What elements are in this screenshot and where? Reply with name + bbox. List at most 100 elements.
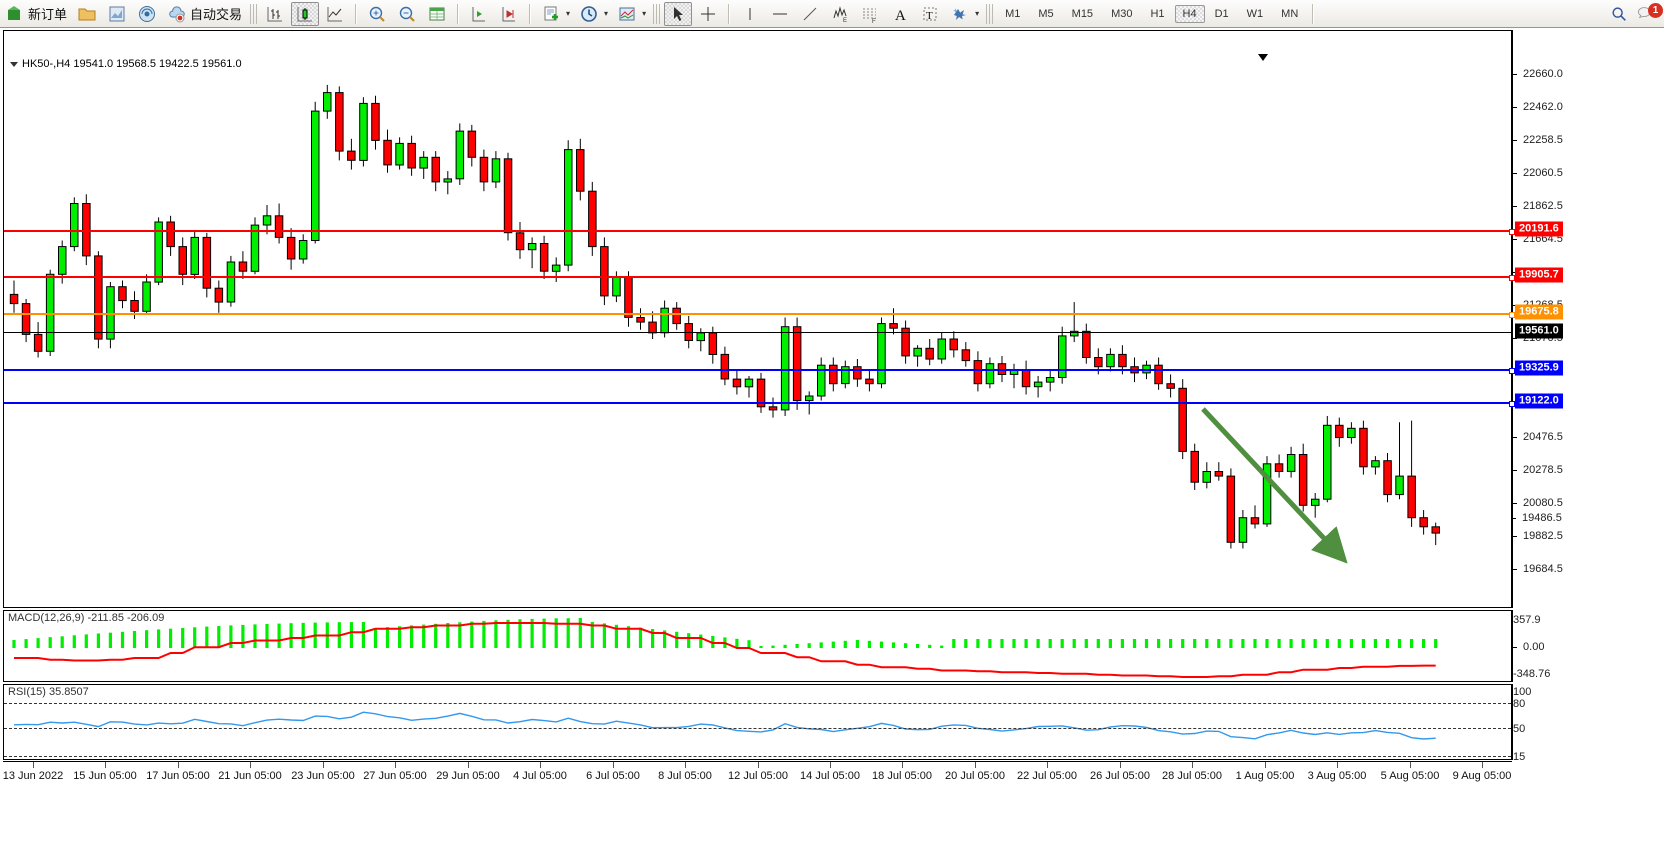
time-tick [1192,762,1193,768]
trendline-icon [803,7,817,20]
crosshair-button[interactable] [694,2,722,26]
chart-cursor-marker-icon [1258,54,1268,61]
timeframe-m30[interactable]: M30 [1111,7,1133,20]
level-line-19905[interactable] [4,275,1515,281]
timeframe-h1[interactable]: H1 [1150,7,1165,20]
shift-start-button[interactable] [465,2,493,26]
price-chip-resistance-1[interactable]: 20191.6 [1515,221,1563,237]
horizontal-line-icon [773,13,788,14]
level-handle[interactable] [1509,229,1515,235]
rsi-pane[interactable]: RSI(15) 35.8507 [3,684,1512,760]
bar-chart-button[interactable] [261,2,289,26]
rsi-level-15 [4,756,1511,757]
zoom-out-button[interactable] [393,2,421,26]
add-indicator-button[interactable] [537,2,565,26]
timeframe-m15[interactable]: M15 [1071,7,1094,20]
toolbar-grip-2[interactable] [653,3,661,24]
timeframe-m1[interactable]: M1 [1005,7,1021,20]
time-axis[interactable]: 13 Jun 2022 15 Jun 05:00 17 Jun 05:00 21 Ju… [3,761,1512,846]
level-line-19675[interactable] [4,312,1515,318]
toolbar-grip-3[interactable] [986,3,994,24]
price-chip-resistance-2[interactable]: 19905.7 [1515,267,1563,283]
time-label: 20 Jul 05:00 [945,770,1005,782]
line-chart-button[interactable] [321,2,349,26]
shapes-dropdown-arrow[interactable]: ▾ [975,9,980,18]
level-handle[interactable] [1509,275,1515,281]
text-button[interactable]: A [886,2,914,26]
price-chip-support-2[interactable]: 19122.0 [1515,393,1563,409]
level-line-19561[interactable] [4,332,1511,333]
fibonacci-button[interactable]: F [856,2,884,26]
period-dropdown-arrow[interactable]: ▾ [604,9,609,18]
time-label: 3 Aug 05:00 [1307,770,1367,782]
chart-area[interactable]: HK50-,H4 19541.0 19568.5 19422.5 19561.0… [0,28,1664,846]
symbol-ohlc-text: HK50-,H4 19541.0 19568.5 19422.5 19561.0 [22,58,242,70]
shapes-button[interactable] [946,2,974,26]
time-label: 15 Jun 05:00 [73,770,137,782]
autotrade-button[interactable]: 自动交易 [163,2,246,26]
timeframe-h4[interactable]: H4 [1174,4,1205,23]
horizontal-line-button[interactable] [766,2,794,26]
price-chip-support-1[interactable]: 19325.9 [1515,360,1563,376]
add-indicator-dropdown-arrow[interactable]: ▾ [566,9,571,18]
axis-tick: 22462.0 [1513,101,1563,113]
timeframe-w1[interactable]: W1 [1246,7,1264,20]
price-chip-pivot[interactable]: 19675.8 [1515,304,1563,320]
axis-tick: 20476.5 [1513,431,1563,443]
cursor-button[interactable] [664,1,693,26]
add-indicator-icon [544,6,559,20]
notification-button[interactable]: 1 [1636,3,1663,24]
level-line-19325[interactable] [4,368,1515,374]
axis-tick: 22060.5 [1513,167,1563,179]
vertical-line-icon [749,7,751,20]
main-toolbar: 新订单 自动交易 [0,0,1664,28]
new-order-button[interactable]: 新订单 [1,2,71,26]
price-pane[interactable] [3,30,1515,608]
new-order-icon [8,5,20,20]
label-button[interactable]: T [916,2,944,26]
time-tick [1410,762,1411,768]
templates-button[interactable] [613,2,641,26]
shift-end-button[interactable] [495,2,523,26]
toolbar-grip-1[interactable] [250,3,258,24]
timeframe-m5[interactable]: M5 [1038,7,1054,20]
signals-button[interactable] [133,2,161,26]
search-icon[interactable] [1610,5,1628,23]
time-label: 4 Jul 05:00 [513,770,567,782]
time-tick [830,762,831,768]
time-label: 18 Jul 05:00 [872,770,932,782]
template-button[interactable] [103,2,131,26]
zoom-in-button[interactable] [363,2,391,26]
price-axis[interactable]: 22660.0 22462.0 22258.5 22060.5 21862.5 … [1512,30,1664,608]
time-label: 9 Aug 05:00 [1452,770,1512,782]
time-tick [1120,762,1121,768]
level-handle[interactable] [1509,312,1515,318]
trendline-button[interactable] [796,2,824,26]
timeframe-d1[interactable]: D1 [1214,7,1229,20]
time-label: 27 Jun 05:00 [363,770,427,782]
level-handle[interactable] [1509,368,1515,374]
vertical-line-button[interactable] [736,2,764,26]
price-chip-current: 19561.0 [1515,323,1563,339]
elliott-wave-button[interactable]: E [826,2,854,26]
chart-menu-caret-icon[interactable] [10,61,18,67]
time-tick [758,762,759,768]
period-clock-icon [581,5,597,22]
zoom-out-icon [399,6,415,22]
level-handle[interactable] [1509,401,1515,407]
time-tick [395,762,396,768]
candlestick-chart-button[interactable] [291,1,320,26]
data-window-button[interactable] [423,2,451,26]
folder-button[interactable] [73,2,101,26]
period-button[interactable] [575,2,603,26]
level-line-19122[interactable] [4,401,1515,407]
timeframe-mn[interactable]: MN [1281,7,1299,20]
candlestick-series [9,84,1440,549]
down-trend-arrow[interactable] [4,31,1510,607]
macd-pane[interactable]: MACD(12,26,9) -211.85 -206.09 [3,610,1512,682]
candlestick-chart-icon [297,6,313,21]
axis-tick: 80 [1513,698,1526,710]
templates-dropdown-arrow[interactable]: ▾ [642,9,647,18]
level-line-20191[interactable] [4,229,1515,235]
shapes-icon [953,7,967,20]
